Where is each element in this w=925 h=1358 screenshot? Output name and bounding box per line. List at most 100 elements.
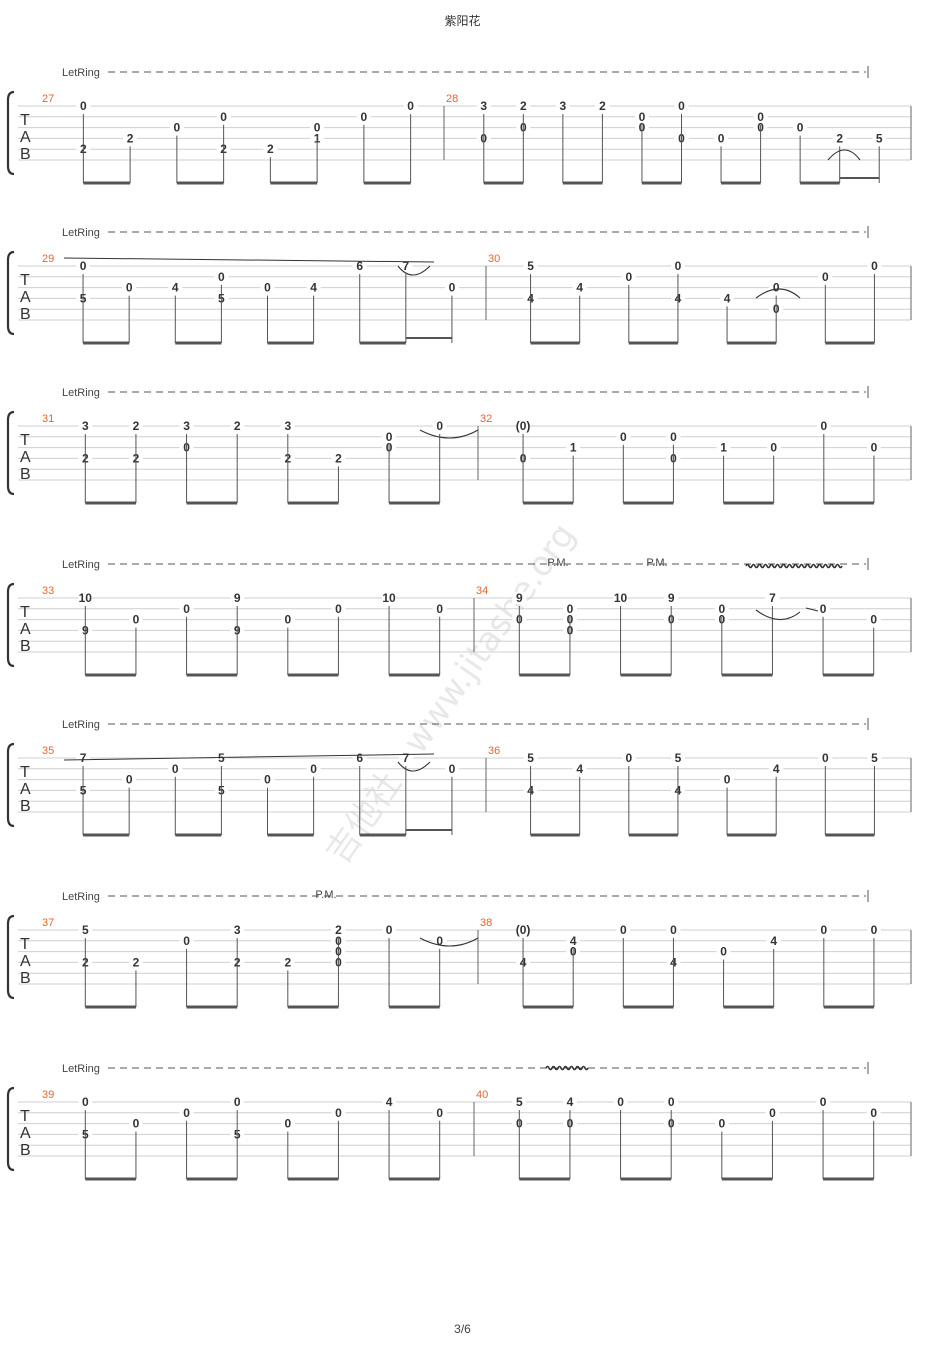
slide-line [805, 607, 819, 612]
fret-number: 0 [670, 923, 677, 937]
fret-mask [753, 110, 768, 123]
fret-number: 0 [310, 762, 317, 776]
measure-number: 28 [446, 93, 458, 105]
fret-mask [816, 602, 831, 615]
fret-number: 0 [386, 430, 393, 444]
measure-number: 38 [480, 917, 492, 929]
fret-mask [306, 762, 321, 775]
tab-clef-letter: A [20, 621, 31, 638]
fret-number: 10 [614, 591, 628, 605]
fret-mask [280, 956, 295, 969]
fret-number: 5 [871, 751, 878, 765]
fret-mask [674, 100, 689, 112]
fret-number: 4 [770, 934, 777, 948]
fret-number: 4 [570, 934, 577, 948]
fret-mask [122, 773, 137, 786]
fret-number: 0 [871, 441, 878, 455]
let-ring-label: LetRing [62, 67, 100, 79]
fret-number: 0 [80, 99, 87, 113]
fret-mask [866, 1106, 881, 1119]
fret-number: 0 [335, 602, 342, 616]
fret-number: 0 [82, 1095, 89, 1109]
tab-clef-letter: T [20, 604, 30, 621]
fret-number: 0 [220, 110, 227, 124]
fret-mask [78, 1096, 93, 1108]
fret-number: 0 [361, 110, 368, 124]
tab-clef-letter: A [20, 781, 31, 798]
fret-mask [382, 924, 397, 936]
fret-number: 9 [234, 591, 241, 605]
fret-mask [769, 281, 784, 294]
fret-mask [666, 430, 681, 443]
fret-number: (0) [516, 923, 531, 937]
fret-mask [555, 100, 570, 112]
fret-number: 0 [620, 430, 627, 444]
fret-mask [572, 281, 587, 294]
tab-clef-letter: A [20, 449, 31, 466]
palm-mute-label: P.M. [315, 889, 336, 901]
fret-number: 2 [133, 955, 140, 969]
fret-number: 0 [172, 762, 179, 776]
fret-mask [382, 592, 397, 604]
fret-mask [128, 1117, 143, 1130]
tab-clef-letter: B [20, 306, 31, 323]
fret-number: 0 [620, 923, 627, 937]
fret-number: 7 [80, 751, 87, 765]
fret-number: 4 [773, 762, 780, 776]
fret-mask [866, 441, 881, 454]
fret-mask [613, 592, 628, 604]
tab-clef-letter: T [20, 272, 30, 289]
fret-number: 4 [567, 1095, 574, 1109]
fret-mask [866, 924, 881, 936]
fret-mask [512, 592, 527, 604]
fret-mask [260, 773, 275, 786]
fret-mask [76, 260, 91, 272]
fret-mask [122, 281, 137, 294]
fret-number: 2 [284, 955, 291, 969]
fret-mask [720, 292, 735, 305]
fret-mask [216, 110, 231, 123]
fret-number: 2 [127, 131, 134, 145]
fret-mask [765, 1106, 780, 1119]
fret-number: 0 [218, 270, 225, 284]
fret-mask [664, 592, 679, 604]
measure-number: 36 [488, 745, 500, 757]
fret-mask [666, 924, 681, 936]
fret-number: 0 [126, 281, 133, 295]
fret-number: 0 [769, 1106, 776, 1120]
measure-number: 31 [42, 413, 54, 425]
fret-number: 0 [449, 762, 456, 776]
fret-number: 0 [133, 1117, 140, 1131]
staff-bracket [6, 410, 15, 496]
fret-number: 0 [126, 773, 133, 787]
fret-mask [214, 752, 229, 764]
fret-mask [766, 934, 781, 947]
fret-mask [382, 1096, 397, 1108]
fret-number: 0 [625, 751, 632, 765]
fret-number: 2 [520, 99, 527, 113]
fret-mask [621, 752, 636, 764]
fret-mask [123, 132, 138, 145]
fret-number: 0 [797, 121, 804, 135]
fret-mask [179, 602, 194, 615]
fret-number: 2 [599, 99, 606, 113]
song-title: 紫阳花 [444, 14, 481, 28]
fret-number: 0 [436, 1106, 443, 1120]
fret-number: 0 [822, 751, 829, 765]
palm-mute-label: P.M. [646, 557, 667, 569]
tie-curve [419, 937, 479, 947]
slide-line [63, 753, 435, 761]
fret-mask [280, 420, 295, 432]
fret-mask [230, 924, 245, 936]
measure-number: 29 [42, 253, 54, 265]
fret-mask [356, 110, 371, 123]
tab-clef-letter: B [20, 1142, 31, 1159]
fret-mask [664, 1096, 679, 1108]
fret-mask [516, 420, 531, 432]
palm-mute-label: P.M. [547, 557, 568, 569]
fret-mask [230, 420, 245, 432]
fret-mask [816, 420, 831, 432]
fret-mask [634, 110, 649, 123]
fret-number: (0) [516, 419, 531, 433]
fret-mask [516, 100, 531, 112]
